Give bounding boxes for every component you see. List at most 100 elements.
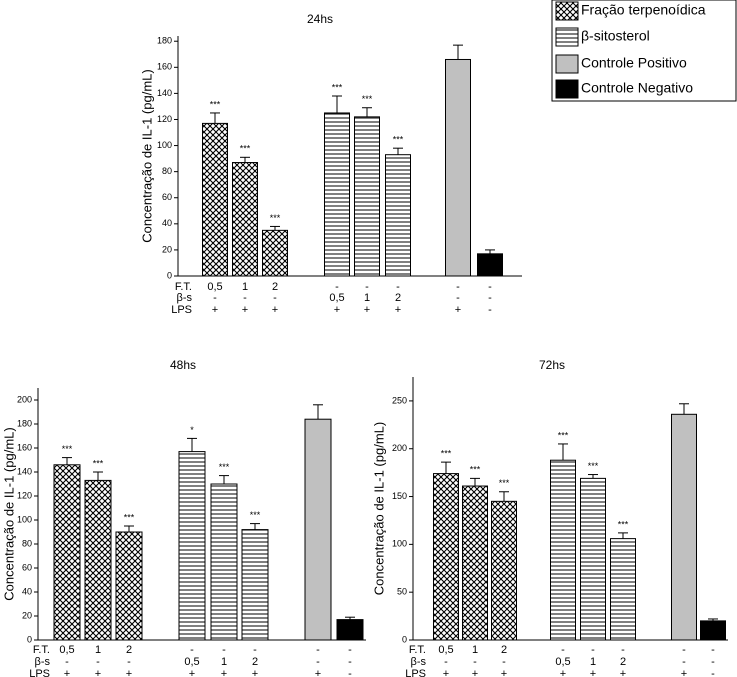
treatment-value: - [348,656,352,668]
treatment-value: 1 [472,644,478,656]
bar [491,500,517,641]
y-axis-label: Concentração de IL-1 (pg/mL) [371,422,386,595]
treatment-value: + [64,668,70,677]
treatment-value: 0,5 [555,656,570,668]
treatment-value: - [591,644,595,656]
treatment-value: - [222,644,226,656]
treatment-value: 2 [395,292,401,304]
treatment-value: + [126,668,132,677]
bar [202,122,228,277]
bar [262,229,288,277]
treatment-value: + [315,668,321,677]
bar [304,418,332,641]
treatment-value: - [127,656,131,668]
y-axis-label: Concentração de IL-1 (pg/mL) [1,427,16,600]
treatment-value: - [711,656,715,668]
chart-title: 72hs [539,358,565,372]
treatment-value: + [95,668,101,677]
legend-swatch [555,1,579,21]
treatment-value: 0,5 [184,656,199,668]
legend-label: Fração terpenoídica [581,2,706,18]
y-tick-label: 40 [22,586,32,596]
treatment-value: - [488,281,492,293]
legend-label: β-sitosterol [581,28,650,44]
bar [580,477,606,641]
y-tick-label: 0 [402,634,407,644]
significance-label: *** [362,94,373,104]
treatment-value: 1 [364,292,370,304]
treatment-value: + [221,668,227,677]
significance-label: *** [499,478,510,488]
treatment-value: 2 [501,644,507,656]
y-tick-label: 100 [17,514,32,524]
treatment-value: - [561,644,565,656]
y-tick-label: 40 [162,218,172,228]
treatment-value: - [621,644,625,656]
row-label: LPS [171,304,192,316]
significance-label: *** [270,213,281,223]
treatment-value: + [334,304,340,316]
significance-label: *** [588,461,599,471]
treatment-value: - [65,656,69,668]
bar [385,154,411,277]
treatment-value: 0,5 [207,281,222,293]
treatment-value: - [348,644,352,656]
y-tick-label: 80 [162,166,172,176]
row-label: β-s [177,292,193,304]
treatment-value: + [395,304,401,316]
bar [550,459,576,641]
y-tick-label: 180 [17,418,32,428]
treatment-value: + [501,668,507,677]
treatment-value: - [243,292,247,304]
treatment-value: 1 [95,644,101,656]
y-tick-label: 160 [17,442,32,452]
treatment-value: - [316,656,320,668]
treatment-value: + [272,304,278,316]
treatment-value: - [488,292,492,304]
treatment-value: + [189,668,195,677]
treatment-value: - [348,668,352,677]
legend-swatch [555,79,579,99]
legend-box [551,0,737,102]
significance-label: * [190,425,194,435]
treatment-value: - [96,656,100,668]
y-tick-label: 150 [392,491,407,501]
treatment-value: - [502,656,506,668]
y-tick-label: 60 [162,192,172,202]
significance-label: *** [618,519,629,529]
bar [610,538,636,641]
treatment-value: - [682,656,686,668]
treatment-value: + [455,304,461,316]
treatment-value: - [456,292,460,304]
legend-swatch [555,27,579,47]
significance-label: *** [470,465,481,475]
treatment-value: 1 [221,656,227,668]
bar [477,253,503,277]
significance-label: *** [124,512,135,522]
y-tick-label: 50 [397,587,407,597]
treatment-value: - [396,281,400,293]
y-tick-label: 0 [167,270,172,280]
bar [210,483,238,641]
treatment-value: 0,5 [59,644,74,656]
treatment-value: 2 [620,656,626,668]
bar [700,620,726,641]
treatment-value: - [711,668,715,677]
bar [115,531,143,641]
y-tick-label: 100 [157,140,172,150]
treatment-value: - [473,656,477,668]
bar [433,473,459,641]
row-label: F.T. [175,281,192,293]
bar [445,58,471,277]
treatment-value: 2 [126,644,132,656]
row-label: β-s [411,656,427,668]
y-tick-label: 140 [17,466,32,476]
significance-label: *** [93,458,104,468]
y-tick-label: 0 [27,634,32,644]
row-label: LPS [405,668,426,677]
treatment-value: - [316,644,320,656]
y-tick-label: 140 [157,88,172,98]
y-tick-label: 20 [162,244,172,254]
treatment-value: - [335,281,339,293]
